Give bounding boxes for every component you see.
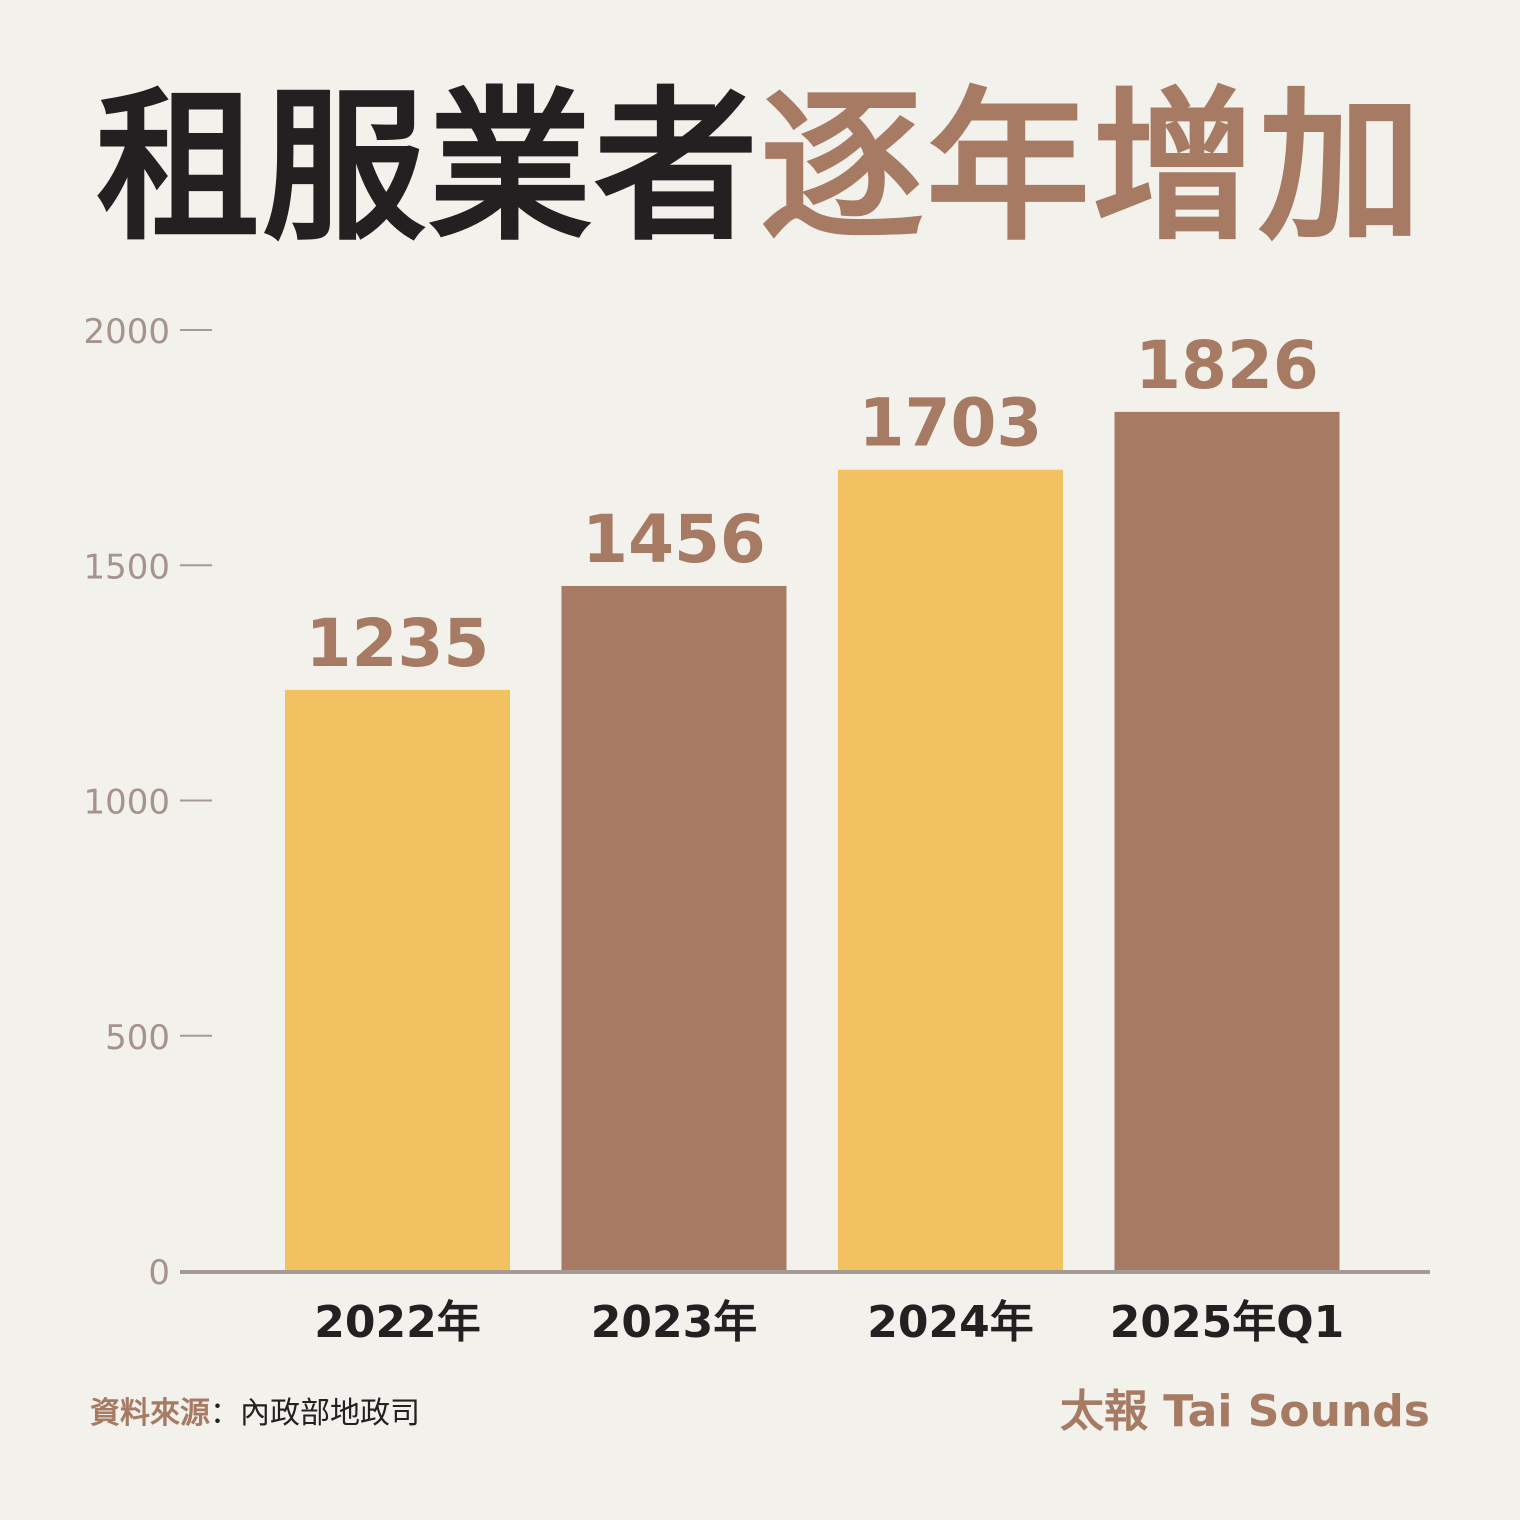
y-tick-label: 0 [148,1253,170,1293]
bar [838,469,1063,1271]
x-tick-label: 2022年 [314,1297,480,1348]
x-tick-label: 2024年 [867,1297,1033,1348]
title-part-dark: 租服業者 [95,72,760,263]
bar [285,689,510,1271]
data-label: 1826 [1135,327,1319,404]
data-label: 1703 [859,385,1043,462]
x-tick-label: 2023年 [591,1297,757,1348]
source-value: 內政部地政司 [240,1396,420,1431]
source-label: 資料來源 [90,1396,210,1431]
y-tick-label: 1000 [83,783,170,823]
chart-title: 租服業者逐年增加 [0,78,1520,258]
data-label: 1456 [582,501,766,578]
y-tick-label: 1500 [83,547,170,587]
title-part-accent: 逐年增加 [760,72,1425,263]
y-tick-label: 2000 [83,312,170,352]
data-source: 資料來源：內政部地政司 [90,1392,420,1436]
source-separator: ： [210,1396,240,1431]
x-tick-label: 2025年Q1 [1110,1297,1344,1348]
bar [1114,411,1340,1271]
y-tick-label: 500 [105,1018,170,1058]
brand-logo-text: 太報 Tai Sounds [1059,1386,1430,1437]
bar [561,585,787,1271]
data-label: 1235 [306,605,490,682]
